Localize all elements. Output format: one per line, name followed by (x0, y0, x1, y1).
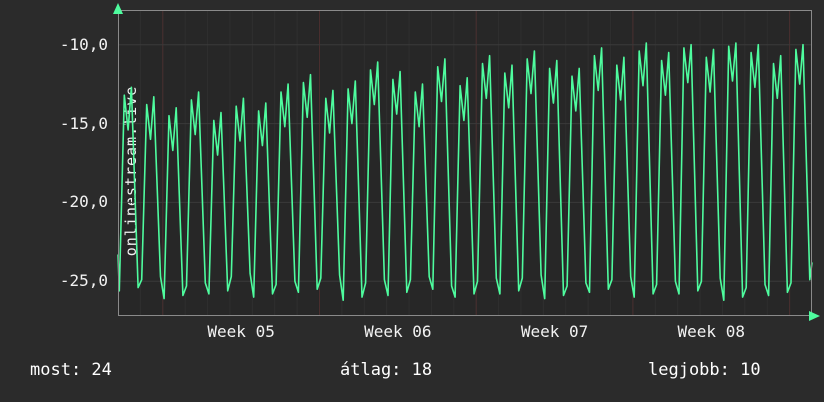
chart-svg (113, 3, 820, 321)
y-tick-label: -25,0 (59, 271, 108, 291)
x-axis-arrow-icon (809, 311, 820, 321)
stats-row: most: 24 átlag: 18 legjobb: 10 (0, 360, 824, 390)
plot-area: onlinestream.live (113, 3, 820, 321)
stat-most: most: 24 (30, 360, 112, 380)
y-axis-arrow-icon (113, 3, 123, 14)
x-tick-label: Week 07 (520, 322, 589, 341)
y-tick-label: -10,0 (59, 34, 108, 54)
y-tick-label: -20,0 (59, 192, 108, 212)
x-tick-label: Week 06 (364, 322, 432, 341)
x-tick-label: Week 08 (677, 322, 745, 341)
stat-atlag: átlag: 18 (340, 360, 433, 380)
data-line (117, 42, 813, 302)
y-tick-label: -15,0 (59, 113, 108, 133)
stat-legjobb: legjobb: 10 (648, 360, 761, 380)
plot-frame (118, 10, 812, 316)
x-tick-label: Week 05 (207, 322, 275, 341)
